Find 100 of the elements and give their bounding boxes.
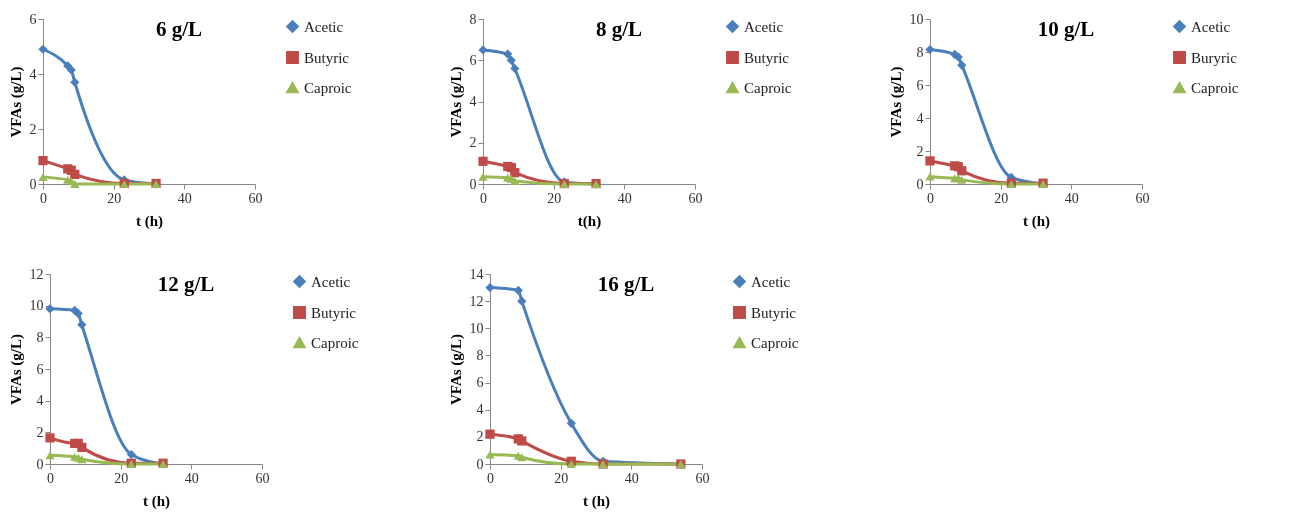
legend-label: Caproic — [751, 334, 799, 351]
x-axis-title: t (h) — [142, 492, 171, 510]
point — [517, 453, 527, 462]
y-tick-label: 12 — [469, 293, 484, 309]
y-axis-title: VFAs (g/L) — [7, 334, 25, 405]
point — [66, 65, 76, 75]
y-tick-label: 6 — [476, 375, 484, 391]
point — [38, 156, 48, 166]
point — [957, 166, 967, 176]
point — [485, 282, 495, 293]
point — [77, 320, 87, 330]
y-tick-label: 0 — [916, 176, 924, 192]
x-tick-label: 20 — [547, 190, 562, 206]
legend-label: Acetic — [304, 18, 344, 35]
y-tick-label: 0 — [476, 456, 484, 472]
x-tick-label: 60 — [1135, 190, 1150, 206]
x-tick-label: 20 — [554, 470, 569, 486]
point — [45, 304, 55, 314]
legend-label: Caproic — [1191, 79, 1239, 96]
point — [506, 55, 516, 65]
point — [77, 455, 87, 464]
chart-title: 12 g/L — [157, 272, 215, 296]
point — [70, 77, 80, 87]
y-tick-label: 6 — [469, 52, 477, 68]
x-tick-label: 60 — [255, 470, 270, 486]
legend-label: Butyric — [304, 49, 350, 66]
legend-label: Acetic — [1191, 18, 1231, 35]
point — [957, 175, 967, 184]
y-tick-label: 4 — [36, 393, 44, 409]
point — [925, 172, 935, 181]
chart-title: 10 g/L — [1037, 17, 1095, 41]
x-tick-label: 40 — [184, 470, 199, 486]
y-tick-label: 4 — [469, 94, 477, 109]
point — [478, 172, 488, 181]
y-axis-title: VFAs (g/L) — [447, 66, 465, 138]
legend-label: Caproic — [744, 79, 792, 96]
point — [510, 176, 520, 185]
point — [478, 156, 488, 166]
y-tick-label: 6 — [916, 77, 924, 93]
chart-title: 8 g/L — [595, 17, 643, 41]
point — [510, 63, 520, 74]
x-tick-label: 20 — [107, 190, 122, 206]
point — [45, 433, 55, 443]
legend-label: Buryric — [1191, 49, 1238, 66]
x-tick-label: 0 — [487, 470, 494, 486]
point — [478, 45, 488, 55]
x-tick-label: 40 — [617, 190, 632, 206]
point — [517, 436, 527, 446]
x-tick-label: 40 — [624, 470, 639, 486]
x-tick-label: 60 — [695, 470, 710, 486]
y-tick-label: 8 — [469, 11, 477, 27]
legend-label: Caproic — [304, 79, 352, 96]
legend-label: Butyric — [311, 304, 357, 321]
legend-label: Butyric — [751, 304, 797, 321]
y-tick-label: 8 — [916, 44, 924, 60]
legend-label: Butyric — [744, 49, 790, 66]
legend-label: Acetic — [744, 18, 784, 35]
y-tick-label: 0 — [36, 456, 44, 472]
y-axis-title: VFAs (g/L) — [447, 334, 465, 405]
x-tick-label: 60 — [688, 190, 703, 206]
y-tick-label: 4 — [476, 402, 484, 418]
y-axis-title: VFAs (g/L) — [7, 66, 25, 138]
x-tick-label: 0 — [927, 190, 934, 206]
point — [510, 168, 520, 178]
point — [77, 442, 87, 452]
y-tick-label: 10 — [909, 11, 924, 27]
y-tick-label: 10 — [469, 320, 484, 336]
point — [503, 49, 513, 59]
x-axis-title: t (h) — [1022, 212, 1051, 230]
point — [566, 460, 576, 468]
x-tick-label: 40 — [1064, 190, 1079, 206]
point — [70, 169, 80, 179]
y-tick-label: 10 — [29, 298, 44, 314]
y-tick-label: 2 — [29, 121, 37, 137]
point — [566, 418, 576, 428]
legend-label: Acetic — [751, 273, 791, 290]
y-tick-label: 4 — [916, 110, 924, 126]
point — [38, 44, 48, 54]
y-tick-label: 0 — [469, 176, 477, 192]
point — [957, 60, 967, 70]
y-tick-label: 6 — [29, 11, 37, 27]
x-axis-title: t (h) — [135, 212, 164, 230]
y-tick-label: 2 — [36, 424, 44, 440]
y-tick-label: 12 — [29, 266, 44, 282]
point — [925, 44, 935, 55]
x-tick-label: 40 — [177, 190, 192, 206]
x-tick-label: 0 — [47, 470, 54, 486]
legend-label: Caproic — [311, 334, 359, 351]
point — [45, 451, 55, 460]
chart-title: 6 g/L — [155, 17, 203, 41]
point — [925, 156, 935, 166]
x-tick-label: 20 — [994, 190, 1009, 206]
point — [517, 296, 527, 306]
y-tick-label: 2 — [469, 135, 477, 151]
y-tick-label: 6 — [36, 361, 44, 377]
y-tick-label: 4 — [29, 66, 37, 82]
y-tick-label: 14 — [469, 266, 484, 282]
point — [70, 180, 80, 188]
legend-label: Acetic — [311, 273, 351, 290]
y-tick-label: 0 — [29, 176, 37, 192]
